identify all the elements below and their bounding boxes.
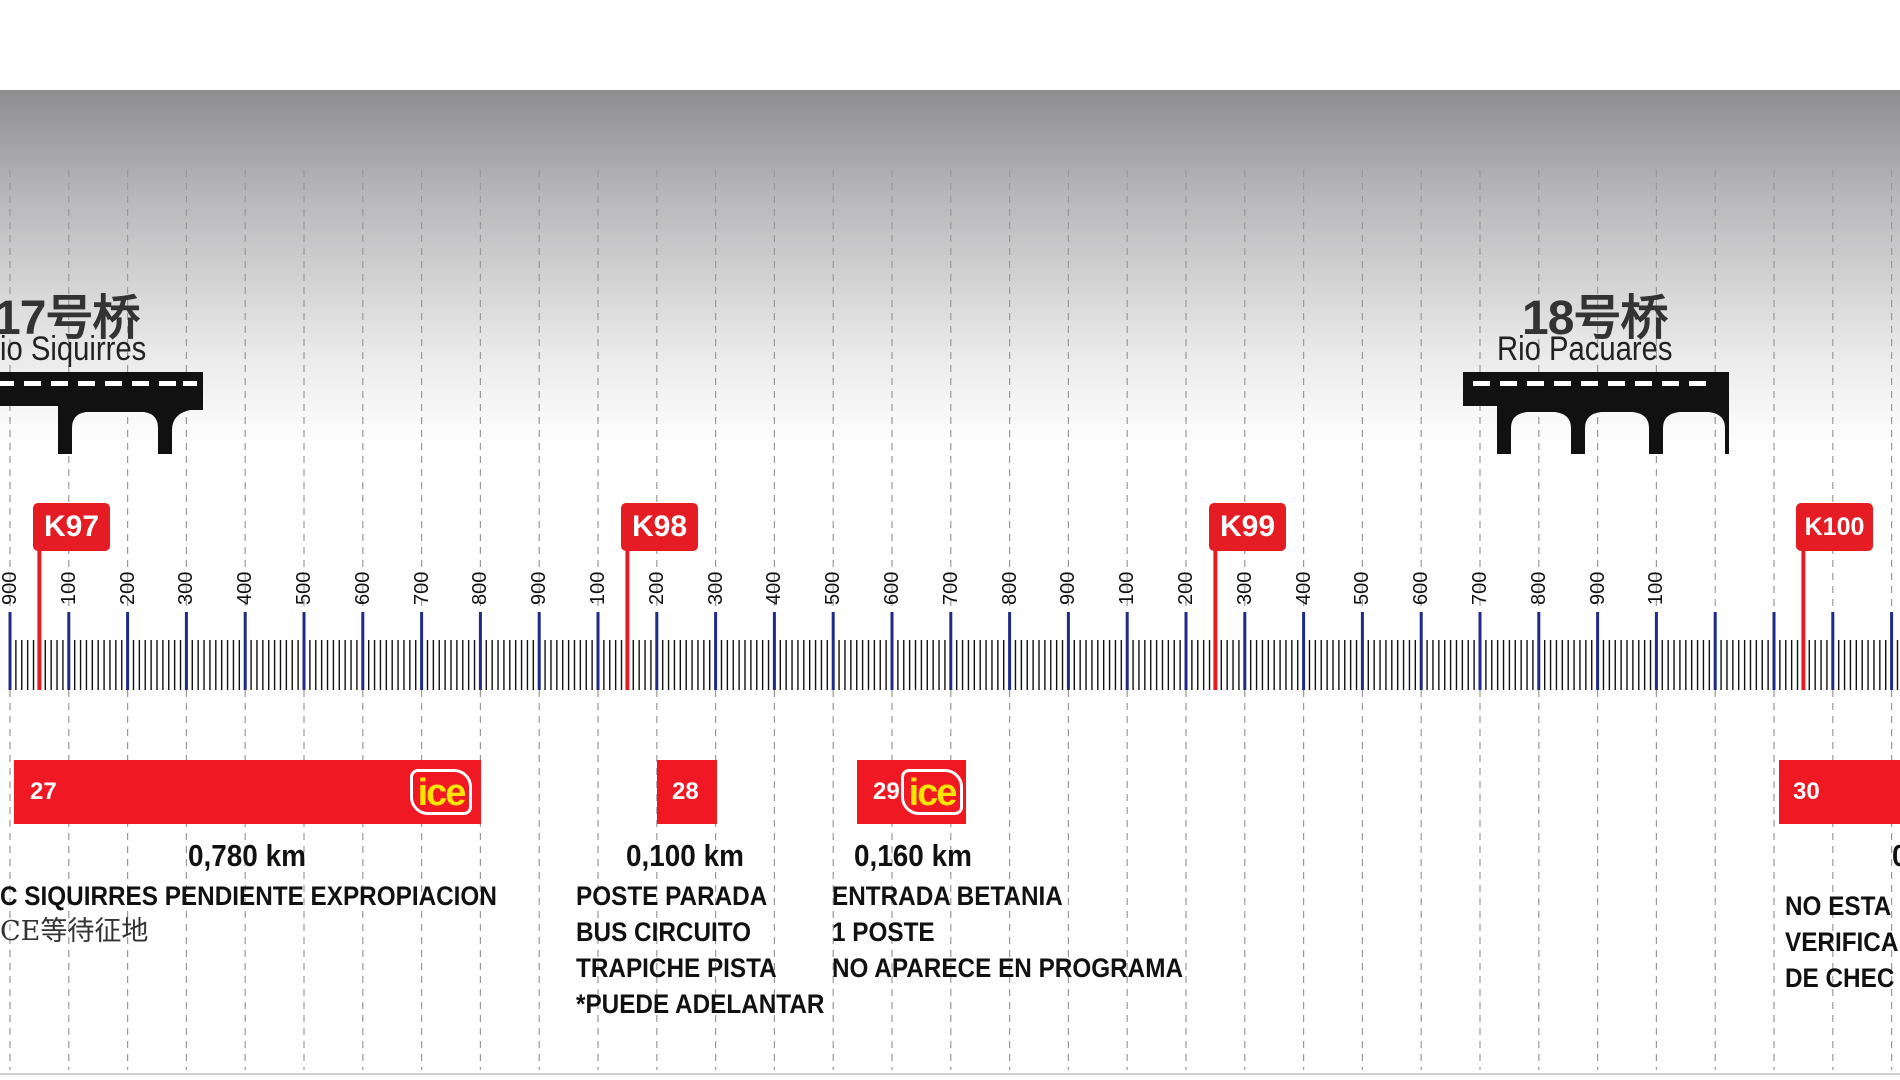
chainage-label: 100 xyxy=(57,571,80,605)
chainage-label: 900 xyxy=(528,571,551,605)
km-marker-k99: K99 xyxy=(1209,503,1286,551)
chainage-label: 700 xyxy=(1469,571,1491,605)
chainage-label: 500 xyxy=(1351,571,1374,605)
chainage-label: 700 xyxy=(410,571,433,605)
chainage-label: 800 xyxy=(469,571,492,605)
bridge-17-title: 17号桥 xyxy=(0,292,140,345)
chainage-label: 400 xyxy=(763,571,786,605)
chainage-label: 200 xyxy=(116,571,139,605)
km-marker-k98: K98 xyxy=(621,503,698,551)
bridge-icon xyxy=(1463,372,1729,454)
chainage-label: 200 xyxy=(1175,571,1197,605)
ice-logo: ice xyxy=(410,769,472,815)
chainage-label: 900 xyxy=(1057,571,1080,605)
bridge-icon xyxy=(0,372,203,454)
segment-28-distance: 0,100 km xyxy=(626,838,744,873)
note-line: TRAPICHE PISTA xyxy=(576,953,777,983)
segment-30-number: 30 xyxy=(1793,778,1820,805)
chainage-label: 900 xyxy=(0,571,21,605)
note-line: NO ESTA xyxy=(1785,891,1892,921)
chainage-label: 900 xyxy=(1586,571,1609,605)
chainage-label: 500 xyxy=(822,571,845,605)
note-line: BUS CIRCUITO xyxy=(576,917,752,947)
chainage-label: 100 xyxy=(587,571,609,605)
chainage-label: 400 xyxy=(234,571,257,605)
segment-29-number: 29 xyxy=(873,778,900,805)
segment-28-number: 28 xyxy=(672,778,699,805)
note-line: ENTRADA BETANIA xyxy=(832,881,1063,911)
note-line: DE CHEC xyxy=(1785,963,1895,993)
km-marker-k100: K100 xyxy=(1796,503,1873,551)
chainage-label: 800 xyxy=(1527,571,1550,605)
sky-gradient xyxy=(0,90,1900,1072)
chainage-label: 300 xyxy=(1233,571,1256,605)
chainage-label: 800 xyxy=(998,571,1021,605)
chainage-label: 500 xyxy=(293,571,315,605)
chainage-label: 100 xyxy=(1645,571,1668,605)
segment-30-notes: NO ESTA VERIFICA DE CHEC xyxy=(1785,888,1900,996)
ice-logo: ice xyxy=(901,769,963,815)
note-line: VERIFICA xyxy=(1785,927,1899,957)
chainage-label: 200 xyxy=(645,571,668,605)
chainage-label: 700 xyxy=(939,571,962,605)
bridge-18-title: 18号桥 xyxy=(1522,292,1668,345)
km-marker-k97: K97 xyxy=(33,503,110,551)
segment-28-bar xyxy=(657,760,717,824)
bridge-18-subtitle: Rio Pacuares xyxy=(1497,330,1673,368)
note-line: NO APARECE EN PROGRAMA xyxy=(832,953,1184,983)
note-line: C SIQUIRRES PENDIENTE EXPROPIACION xyxy=(0,881,497,911)
segment-27-number: 27 xyxy=(30,778,57,805)
note-line: *PUEDE ADELANTAR xyxy=(576,989,825,1019)
segment-29-notes: ENTRADA BETANIA 1 POSTE NO APARECE EN PR… xyxy=(832,878,1222,986)
bridge-17-subtitle: io Siquirres xyxy=(0,330,147,368)
chainage-label: 300 xyxy=(704,571,727,605)
chainage-label: 600 xyxy=(351,571,374,605)
note-line: POSTE PARADA xyxy=(576,881,768,911)
note-line: 1 POSTE xyxy=(832,917,935,947)
segment-30-bar xyxy=(1779,760,1900,824)
chainage-label: 100 xyxy=(1116,571,1139,605)
segment-27-distance: 0,780 km xyxy=(188,838,306,873)
segment-29-distance: 0,160 km xyxy=(854,838,972,873)
note-line-cn: CE等待征地 xyxy=(0,916,149,947)
segment-28-notes: POSTE PARADA BUS CIRCUITO TRAPICHE PISTA… xyxy=(576,878,852,1022)
segment-30-distance: 0 xyxy=(1892,838,1900,874)
segment-27-notes: C SIQUIRRES PENDIENTE EXPROPIACION CE等待征… xyxy=(0,878,552,950)
bottom-border xyxy=(0,1073,1900,1075)
chainage-label: 600 xyxy=(881,571,903,605)
segment-27-bar xyxy=(14,760,481,824)
chainage-label: 300 xyxy=(175,571,198,605)
chainage-label: 400 xyxy=(1292,571,1315,605)
chainage-label: 600 xyxy=(1410,571,1433,605)
